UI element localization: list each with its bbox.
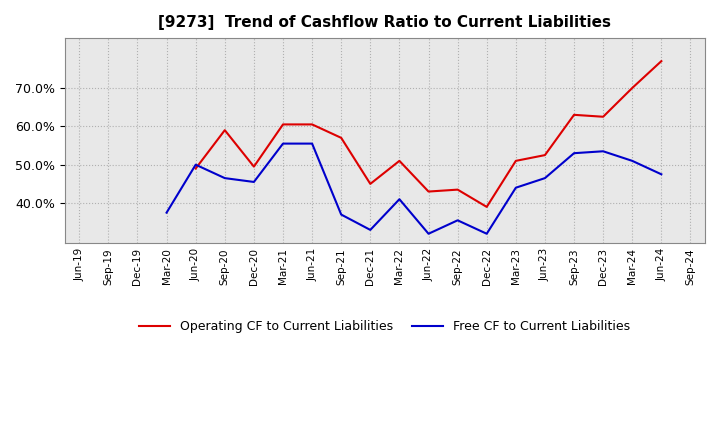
Free CF to Current Liabilities [162, 210, 171, 215]
Operating CF to Current Liabilities [628, 85, 636, 91]
Operating CF to Current Liabilities [482, 204, 491, 209]
Free CF to Current Liabilities [220, 176, 229, 181]
Operating CF to Current Liabilities [424, 189, 433, 194]
Operating CF to Current Liabilities [570, 112, 578, 117]
Legend: Operating CF to Current Liabilities, Free CF to Current Liabilities: Operating CF to Current Liabilities, Fre… [134, 315, 636, 338]
Operating CF to Current Liabilities [541, 153, 549, 158]
Operating CF to Current Liabilities [366, 181, 374, 187]
Free CF to Current Liabilities [482, 231, 491, 236]
Operating CF to Current Liabilities [395, 158, 404, 164]
Operating CF to Current Liabilities [279, 122, 287, 127]
Operating CF to Current Liabilities [192, 166, 200, 171]
Free CF to Current Liabilities [307, 141, 316, 146]
Free CF to Current Liabilities [599, 149, 608, 154]
Free CF to Current Liabilities [454, 218, 462, 223]
Line: Free CF to Current Liabilities: Free CF to Current Liabilities [166, 143, 662, 234]
Operating CF to Current Liabilities [337, 135, 346, 140]
Operating CF to Current Liabilities [307, 122, 316, 127]
Free CF to Current Liabilities [192, 162, 200, 167]
Free CF to Current Liabilities [424, 231, 433, 236]
Free CF to Current Liabilities [366, 227, 374, 233]
Line: Operating CF to Current Liabilities: Operating CF to Current Liabilities [196, 61, 662, 207]
Operating CF to Current Liabilities [250, 164, 258, 169]
Free CF to Current Liabilities [250, 180, 258, 185]
Free CF to Current Liabilities [628, 158, 636, 164]
Operating CF to Current Liabilities [511, 158, 520, 164]
Free CF to Current Liabilities [511, 185, 520, 191]
Free CF to Current Liabilities [541, 176, 549, 181]
Free CF to Current Liabilities [657, 172, 666, 177]
Operating CF to Current Liabilities [454, 187, 462, 192]
Operating CF to Current Liabilities [657, 59, 666, 64]
Title: [9273]  Trend of Cashflow Ratio to Current Liabilities: [9273] Trend of Cashflow Ratio to Curren… [158, 15, 611, 30]
Free CF to Current Liabilities [337, 212, 346, 217]
Free CF to Current Liabilities [395, 197, 404, 202]
Operating CF to Current Liabilities [599, 114, 608, 119]
Free CF to Current Liabilities [279, 141, 287, 146]
Free CF to Current Liabilities [570, 150, 578, 156]
Operating CF to Current Liabilities [220, 128, 229, 133]
